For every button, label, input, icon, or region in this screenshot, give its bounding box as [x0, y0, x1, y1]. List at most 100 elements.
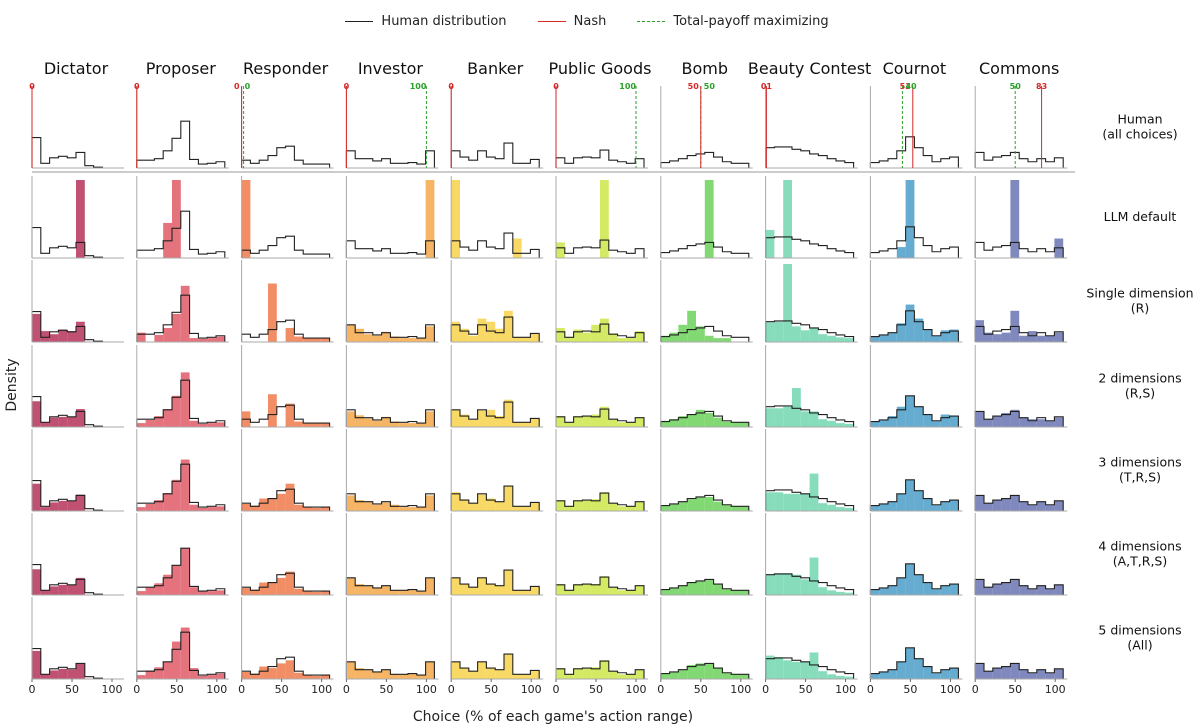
bar-7-3-0 [765, 408, 775, 427]
bar-7-4-9 [844, 507, 854, 511]
bar-5-5-0 [556, 584, 565, 595]
legend-item-human: Human distribution [345, 14, 507, 29]
bar-5-4-5 [600, 492, 609, 511]
panel-2-4 [241, 429, 334, 512]
bar-7-5-4 [800, 579, 810, 595]
bar-0-5-0 [32, 569, 41, 595]
bar-4-6-6 [504, 654, 513, 679]
bar-2-3-6 [294, 421, 304, 427]
bar-2-3-9 [320, 423, 330, 427]
bar-2-6-4 [276, 663, 286, 679]
bar-6-6-6 [713, 668, 723, 679]
human-outline-2-6 [241, 656, 331, 679]
bar-5-3-0 [556, 416, 565, 427]
panel-2-0 [241, 86, 334, 169]
human-outline-3-3 [345, 409, 435, 427]
bar-5-2-7 [617, 338, 627, 342]
bar-6-4-4 [696, 496, 705, 511]
human-outline-3-4 [345, 493, 435, 511]
bar-5-4-4 [591, 499, 600, 511]
bar-6-3-8 [731, 422, 740, 427]
bar-4-4-3 [477, 494, 487, 511]
nash-label-6: 50 [688, 82, 700, 91]
bar-3-5-6 [399, 590, 408, 595]
bar-7-3-5 [809, 411, 819, 427]
human-outline-0-4 [31, 480, 120, 512]
row-label-2-1: (R) [1131, 301, 1149, 316]
bar-2-2-9 [320, 338, 330, 342]
bar-1-4-6 [189, 504, 199, 511]
bar-0-3-3 [58, 416, 68, 427]
bar-3-3-6 [399, 423, 408, 427]
bar-4-3-5 [495, 416, 504, 427]
bar-6-3-5 [704, 412, 714, 427]
panel-9-1 [974, 176, 1068, 259]
bar-6-2-6 [713, 338, 723, 342]
human-outline-2-3 [241, 404, 331, 427]
bar-3-4-5 [390, 504, 400, 511]
nash-label-8: 53 [900, 82, 911, 91]
bar-2-6-9 [320, 675, 330, 679]
bar-0-6-3 [58, 668, 68, 679]
panel-7-4 [765, 429, 858, 512]
human-outline-7-1 [765, 236, 855, 258]
bar-8-5-2 [888, 585, 897, 595]
bar-6-3-0 [660, 420, 670, 427]
row-label-0-1: (all choices) [1102, 127, 1177, 142]
panel-3-2 [345, 260, 439, 343]
panel-8-0 [869, 86, 963, 169]
human-outline-7-5 [765, 573, 855, 595]
bar-7-5-5 [809, 557, 819, 595]
bar-2-5-0 [241, 587, 251, 595]
bar-2-3-8 [312, 423, 321, 427]
bar-4-4-0 [451, 492, 460, 511]
bar-5-6-0 [556, 668, 565, 679]
human-outline-7-6 [765, 657, 855, 679]
bar-2-5-7 [303, 591, 312, 595]
bar-8-6-8 [940, 669, 950, 679]
bar-7-6-8 [836, 675, 845, 679]
bar-7-4-8 [836, 507, 845, 511]
bar-8-5-1 [879, 587, 888, 595]
panel-2-3 [241, 345, 334, 428]
bar-1-4-3 [163, 493, 172, 511]
human-outline-3-0 [345, 150, 435, 168]
bar-5-3-2 [573, 416, 583, 427]
row-label-4-1: (T,R,S) [1119, 470, 1161, 485]
human-outline-9-3 [974, 410, 1064, 427]
human-outline-8-5 [869, 563, 959, 595]
bar-4-5-9 [530, 586, 540, 595]
bar-9-3-5 [1019, 417, 1028, 427]
bar-8-3-6 [923, 414, 932, 427]
panel-5-5 [555, 513, 648, 596]
bar-5-2-9 [635, 331, 644, 342]
bar-1-5-1 [145, 587, 155, 595]
bar-4-6-4 [486, 668, 496, 679]
bar-1-3-8 [207, 423, 216, 427]
bar-6-3-9 [740, 422, 749, 427]
bar-7-2-1 [774, 321, 784, 342]
bar-0-4-2 [49, 502, 59, 511]
bar-9-4-3 [1001, 498, 1011, 511]
bar-7-2-2 [783, 264, 792, 342]
bar-3-3-2 [364, 418, 373, 427]
panel-4-2 [450, 260, 544, 343]
bar-6-6-9 [740, 674, 749, 679]
bar-5-5-1 [564, 590, 574, 595]
bar-3-2-4 [381, 331, 391, 342]
bar-8-2-3 [896, 323, 906, 342]
bar-4-2-9 [530, 333, 540, 342]
human-outline-5-1 [555, 239, 645, 258]
game-title-7: Beauty Contest [748, 59, 871, 78]
bar-5-6-7 [617, 674, 627, 679]
bar-2-6-8 [312, 675, 321, 679]
x-tick-label-2-100: 100 [311, 683, 332, 696]
bar-0-5-3 [58, 584, 68, 595]
x-tick-label-5-0: 0 [553, 683, 560, 696]
bar-5-5-3 [582, 584, 592, 595]
bar-9-5-7 [1036, 585, 1046, 595]
bar-8-3-7 [932, 420, 941, 427]
bar-7-5-8 [836, 591, 845, 595]
bar-7-3-4 [800, 411, 810, 427]
bar-8-5-5 [914, 574, 924, 595]
